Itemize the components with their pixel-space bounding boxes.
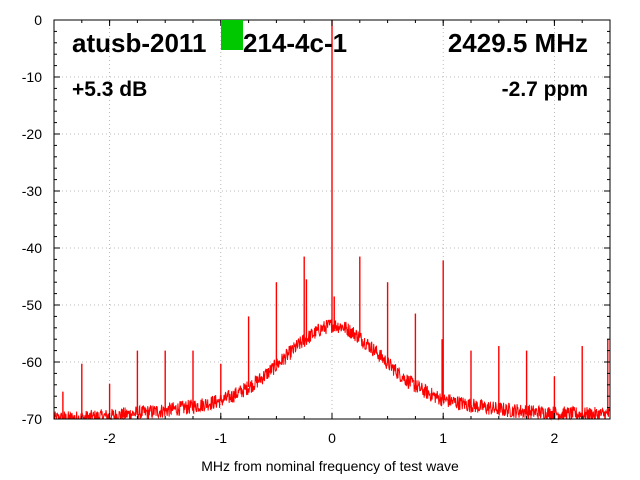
x-tick-label: -1 [215, 430, 228, 446]
y-tick-label: -10 [22, 69, 42, 85]
device-label: atusb-2011 [72, 28, 206, 58]
y-tick-label: -50 [22, 297, 42, 313]
device-label-suffix: 214-4c-1 [243, 28, 347, 58]
tick-labels: -2 -1 0 1 20-10-20-30-40-50-60-70 [22, 12, 559, 446]
y-tick-label: -60 [22, 354, 42, 370]
y-tick-label: 0 [34, 12, 42, 28]
x-tick-label: 2 [551, 430, 559, 446]
data-series [53, 20, 611, 421]
frequency-label: 2429.5 MHz [448, 28, 588, 58]
y-tick-label: -40 [22, 240, 42, 256]
y-tick-label: -70 [22, 411, 42, 427]
ppm-label: -2.7 ppm [502, 78, 588, 101]
y-tick-label: -20 [22, 126, 42, 142]
noise-trace [53, 319, 611, 421]
gain-label: +5.3 dB [72, 78, 147, 101]
x-tick-label: -2 [103, 430, 116, 446]
y-tick-label: -30 [22, 183, 42, 199]
ticks [53, 19, 611, 420]
x-axis-label: MHz from nominal frequency of test wave [201, 458, 459, 474]
green-marker [221, 20, 243, 50]
x-tick-label: 1 [439, 430, 447, 446]
x-tick-label: 0 [328, 430, 336, 446]
